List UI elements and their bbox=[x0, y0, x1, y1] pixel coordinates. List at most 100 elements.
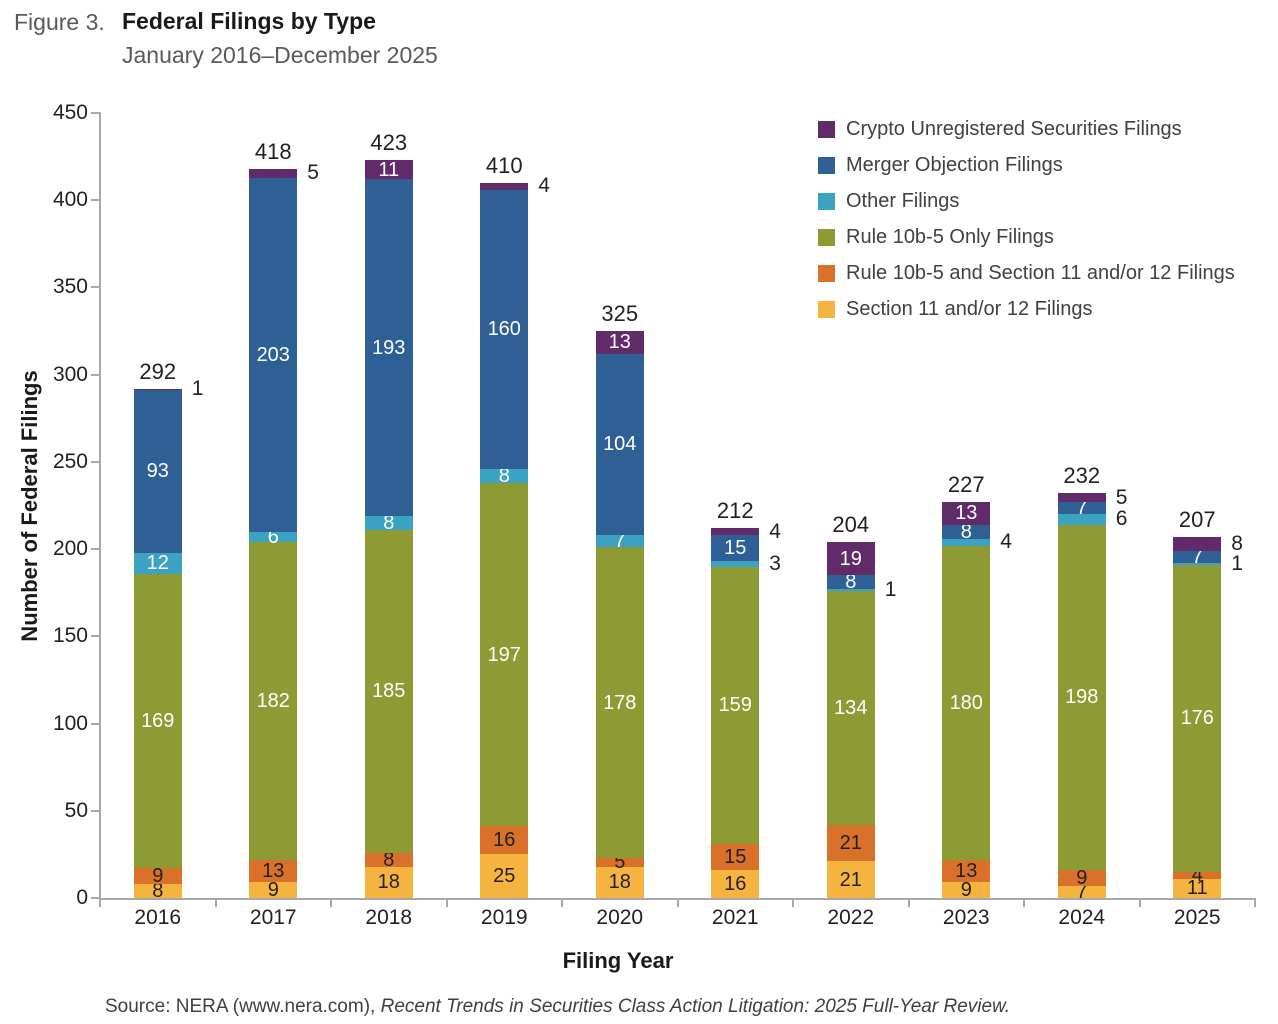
x-axis-tick bbox=[99, 898, 101, 907]
bar-segment bbox=[480, 826, 529, 855]
segment-value-label: 16 bbox=[493, 829, 516, 852]
bar-segment bbox=[942, 538, 991, 546]
segment-value-label: 169 bbox=[141, 709, 175, 732]
bar-total-label: 418 bbox=[254, 138, 292, 164]
segment-value-label: 203 bbox=[256, 343, 290, 366]
x-axis-tick bbox=[907, 898, 910, 907]
bar-segment bbox=[1173, 564, 1222, 872]
bar-total-label: 207 bbox=[1178, 506, 1216, 532]
segment-value-label: 5 bbox=[614, 851, 626, 874]
bar-segment bbox=[249, 531, 298, 543]
segment-value-label: 16 bbox=[724, 873, 747, 896]
x-tick-label: 2016 bbox=[134, 906, 182, 929]
bar-segment bbox=[133, 552, 182, 574]
legend-item: Crypto Unregistered Securities Filings bbox=[818, 118, 1235, 140]
segment-side-label: 8 bbox=[1231, 531, 1243, 555]
legend-label: Merger Objection Filings bbox=[846, 154, 1063, 176]
bar-total-label: 410 bbox=[485, 152, 523, 178]
segment-value-label: 104 bbox=[603, 433, 637, 456]
bar-segment bbox=[942, 859, 991, 883]
x-tick-label: 2019 bbox=[480, 906, 528, 929]
bar-segment bbox=[133, 868, 182, 885]
segment-side-label: 4 bbox=[769, 519, 781, 543]
segment-value-label: 178 bbox=[603, 691, 637, 714]
x-axis-tick bbox=[561, 898, 563, 907]
segment-value-label: 93 bbox=[146, 460, 169, 483]
legend: Crypto Unregistered Securities Filings Me… bbox=[818, 118, 1235, 337]
x-tick-label: 2025 bbox=[1173, 906, 1221, 929]
segment-value-label: 8 bbox=[845, 571, 857, 594]
segment-value-label: 21 bbox=[839, 832, 862, 855]
x-axis-tick bbox=[214, 898, 217, 907]
segment-value-label: 185 bbox=[372, 680, 406, 703]
y-axis-tick bbox=[91, 460, 100, 463]
y-axis-line bbox=[99, 112, 101, 899]
bar-total-label: 227 bbox=[947, 472, 985, 497]
bar-segment bbox=[711, 870, 760, 898]
bar-segment bbox=[480, 468, 529, 483]
bar-segment bbox=[595, 331, 644, 354]
bar-segment bbox=[1173, 878, 1222, 898]
segment-value-label: 8 bbox=[383, 848, 395, 871]
bar-segment bbox=[133, 884, 182, 898]
segment-value-label: 13 bbox=[262, 859, 285, 882]
segment-value-label: 8 bbox=[498, 464, 510, 487]
bar-segment bbox=[364, 852, 413, 867]
y-axis-title: Number of Federal Filings bbox=[17, 370, 42, 642]
y-tick-label: 200 bbox=[52, 537, 88, 561]
bar-segment bbox=[826, 589, 875, 591]
bar-segment bbox=[826, 542, 875, 576]
bar-total-label: 423 bbox=[370, 130, 408, 156]
y-axis-tick bbox=[91, 897, 100, 899]
bar-total-label: 325 bbox=[601, 301, 639, 327]
bar-segment bbox=[711, 535, 760, 562]
y-axis-tick bbox=[91, 286, 100, 289]
y-axis-tick bbox=[91, 199, 100, 202]
segment-value-label: 11 bbox=[378, 158, 400, 181]
bar-segment bbox=[1057, 502, 1106, 515]
figure-number: Figure 3. bbox=[14, 9, 105, 35]
y-tick-label: 250 bbox=[52, 449, 88, 473]
source-note: Source: NERA (www.nera.com), Recent Tren… bbox=[105, 996, 1010, 1018]
legend-item: Section 11 and/or 12 Filings bbox=[818, 298, 1235, 320]
segment-value-label: 9 bbox=[960, 879, 972, 902]
bar-segment bbox=[133, 388, 182, 391]
x-axis-tick bbox=[1138, 898, 1141, 907]
bar-segment bbox=[942, 545, 991, 860]
bar-total-label: 292 bbox=[139, 358, 177, 384]
bar-segment bbox=[1057, 493, 1106, 502]
segment-value-label: 4 bbox=[1191, 864, 1203, 887]
segment-value-label: 13 bbox=[955, 859, 978, 882]
x-axis-tick bbox=[792, 898, 794, 907]
segment-value-label: 9 bbox=[267, 879, 279, 902]
legend-label: Section 11 and/or 12 Filings bbox=[846, 298, 1093, 320]
bar-segment bbox=[1173, 536, 1222, 551]
segment-value-label: 198 bbox=[1065, 686, 1099, 709]
segment-side-label: 1 bbox=[191, 377, 204, 401]
bar-total-label: 204 bbox=[832, 512, 870, 538]
x-tick-label: 2018 bbox=[365, 906, 413, 929]
x-axis-tick bbox=[676, 898, 679, 907]
x-tick-label: 2020 bbox=[596, 906, 644, 929]
bar-segment bbox=[942, 882, 991, 898]
bar-segment bbox=[249, 859, 298, 883]
legend-item: Merger Objection Filings bbox=[818, 154, 1235, 176]
bar-segment bbox=[595, 535, 644, 548]
segment-value-label: 13 bbox=[608, 331, 631, 354]
segment-value-label: 159 bbox=[718, 694, 752, 717]
legend-swatch bbox=[818, 229, 835, 246]
bar-segment bbox=[364, 160, 413, 180]
y-tick-label: 400 bbox=[52, 188, 88, 212]
segment-value-label: 18 bbox=[377, 871, 400, 894]
bar-segment bbox=[1057, 870, 1106, 886]
bar-segment bbox=[942, 502, 991, 525]
bar-segment bbox=[364, 529, 413, 853]
segment-value-label: 25 bbox=[493, 865, 516, 888]
bar-segment bbox=[364, 179, 413, 516]
y-axis-tick bbox=[91, 635, 100, 638]
segment-side-label: 1 bbox=[884, 578, 897, 602]
x-axis-tick bbox=[445, 898, 448, 907]
bar-segment bbox=[480, 189, 529, 469]
bar-segment bbox=[1057, 885, 1106, 898]
